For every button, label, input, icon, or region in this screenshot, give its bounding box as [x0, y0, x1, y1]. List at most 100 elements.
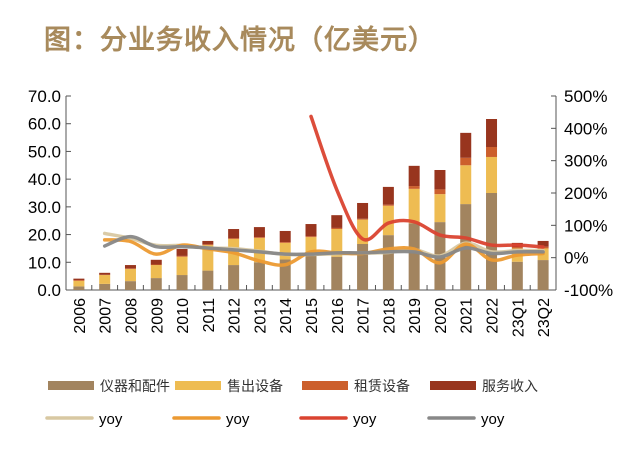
bar-0	[73, 286, 85, 290]
left-tick-label: 10.0	[28, 253, 61, 272]
bar-0	[357, 243, 369, 290]
right-tick-label: 400%	[564, 119, 607, 138]
bar-3	[176, 248, 188, 256]
bar-1	[408, 188, 420, 224]
bar-1	[176, 256, 188, 276]
bar-1	[73, 280, 85, 287]
bar-1	[202, 245, 214, 271]
bar-3	[486, 119, 498, 147]
right-tick-label: 300%	[564, 152, 607, 171]
bar-1	[460, 165, 472, 205]
bar-2	[202, 244, 214, 246]
legend-swatch-bar	[175, 381, 221, 390]
bar-2	[73, 280, 85, 281]
bar-1	[331, 229, 343, 257]
bar-1	[305, 237, 317, 256]
x-tick-label: 2006	[72, 298, 89, 334]
bar-3	[408, 165, 420, 187]
bar-3	[537, 240, 549, 247]
legend-swatch-bar	[430, 381, 476, 390]
x-tick-label: 23Q2	[536, 298, 553, 337]
bar-0	[99, 283, 111, 290]
right-tick-label: 200%	[564, 184, 607, 203]
x-tick-label: 2007	[98, 298, 115, 334]
bar-3	[202, 240, 214, 245]
legend-label: yoy	[481, 411, 505, 428]
x-tick-label: 2022	[485, 298, 502, 334]
x-tick-label: 2008	[123, 298, 140, 334]
bar-2	[176, 255, 188, 257]
bar-2	[331, 227, 343, 230]
bar-3	[99, 272, 111, 275]
left-tick-label: 70.0	[28, 87, 61, 106]
x-tick-label: 2009	[149, 298, 166, 334]
legend-label: 售出设备	[227, 378, 283, 395]
bar-3	[331, 215, 343, 228]
bar-0	[408, 223, 420, 290]
bar-2	[486, 146, 498, 157]
legend-label: yoy	[99, 411, 123, 428]
chart-title: 图：分业务收入情况（亿美元）	[44, 25, 436, 56]
x-tick-label: 2019	[407, 298, 424, 334]
bar-0	[537, 260, 549, 290]
legend-label: 仪器和配件	[100, 379, 170, 395]
bar-1	[486, 156, 498, 193]
x-tick-label: 2018	[381, 298, 398, 334]
bar-2	[357, 218, 369, 220]
bar-2	[511, 247, 523, 249]
x-tick-label: 2015	[304, 298, 321, 334]
legend-swatch-bar	[302, 381, 348, 390]
yoy-line-2	[309, 114, 545, 249]
bar-0	[253, 262, 265, 290]
bar-0	[331, 256, 343, 290]
x-tick-label: 2021	[459, 298, 476, 334]
bar-0	[486, 193, 498, 290]
right-tick-label: 500%	[564, 87, 607, 106]
legend-label: yoy	[226, 411, 250, 428]
yoy-line-3	[102, 234, 545, 259]
x-tick-label: 2012	[227, 298, 244, 334]
right-tick-label: 0%	[564, 249, 589, 268]
bar-2	[382, 204, 394, 206]
left-tick-label: 20.0	[28, 226, 61, 245]
bar-1	[382, 205, 394, 236]
legend-label: yoy	[353, 411, 377, 428]
bar-2	[434, 189, 446, 195]
left-tick-label: 30.0	[28, 198, 61, 217]
bar-0	[305, 255, 317, 290]
bar-1	[357, 219, 369, 244]
bar-3	[253, 227, 265, 238]
bar-2	[124, 268, 136, 269]
x-tick-label: 2014	[278, 298, 295, 334]
bar-1	[99, 275, 111, 284]
left-tick-label: 0.0	[37, 281, 61, 300]
bar-0	[150, 278, 162, 290]
right-tick-label: 100%	[564, 216, 607, 235]
bar-2	[150, 264, 162, 266]
bar-3	[228, 229, 240, 239]
bar-1	[150, 265, 162, 279]
bar-2	[279, 242, 291, 243]
bar-0	[176, 275, 188, 290]
right-tick-label: -100%	[564, 281, 613, 300]
legend-swatch-bar	[48, 381, 94, 390]
x-tick-label: 23Q1	[510, 298, 527, 337]
bar-3	[73, 278, 85, 281]
bar-3	[357, 202, 369, 219]
left-tick-label: 50.0	[28, 142, 61, 161]
bar-3	[305, 224, 317, 237]
x-tick-label: 2011	[201, 298, 218, 333]
bar-2	[305, 236, 317, 238]
x-tick-label: 2020	[433, 298, 450, 334]
bar-3	[150, 259, 162, 265]
bar-0	[511, 261, 523, 290]
bar-2	[460, 157, 472, 166]
bar-1	[279, 242, 291, 260]
bar-1	[434, 194, 446, 223]
bar-0	[124, 281, 136, 290]
bar-3	[460, 132, 472, 158]
legend-label: 租赁设备	[354, 378, 410, 395]
x-tick-label: 2013	[252, 298, 269, 334]
bar-0	[228, 265, 240, 290]
